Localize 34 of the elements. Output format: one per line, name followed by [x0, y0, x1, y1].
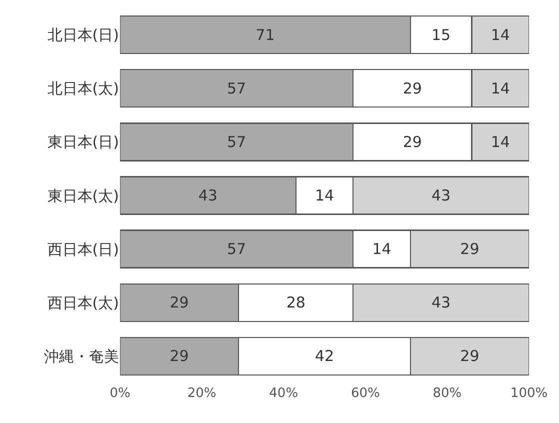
- y-tick-label: 西日本(日): [47, 240, 119, 258]
- data-label: 43: [432, 294, 451, 312]
- data-label: 14: [490, 79, 510, 98]
- x-tick-label: 100%: [510, 386, 548, 401]
- data-label: 29: [402, 132, 422, 151]
- data-label: 42: [314, 347, 334, 366]
- y-tick-label: 東日本(太): [47, 186, 119, 205]
- y-tick-label: 西日本(太): [47, 294, 119, 312]
- x-tick-label: 80%: [432, 386, 462, 401]
- data-label: 14: [490, 26, 510, 44]
- data-label: 29: [460, 347, 480, 366]
- x-tick-label: 0%: [110, 386, 130, 401]
- x-tick-label: 40%: [269, 386, 298, 401]
- data-label: 14: [490, 132, 510, 151]
- x-tick-label: 20%: [187, 386, 216, 401]
- data-label: 29: [170, 294, 189, 312]
- y-tick-label: 沖縄・奄美: [44, 347, 119, 366]
- data-label: 28: [286, 294, 306, 312]
- y-tick-label: 東日本(日): [47, 133, 119, 152]
- y-tick-label: 北日本(日): [47, 26, 119, 44]
- data-label: 43: [432, 186, 451, 204]
- data-label: 14: [314, 186, 334, 204]
- data-label: 43: [198, 186, 218, 204]
- data-label: 15: [432, 26, 451, 44]
- data-label: 29: [460, 240, 480, 258]
- data-label: 29: [170, 347, 189, 366]
- y-tick-label: 北日本(太): [47, 80, 119, 98]
- x-tick-label: 60%: [350, 386, 380, 401]
- data-label: 57: [227, 240, 246, 258]
- data-label: 29: [402, 79, 422, 98]
- data-label: 57: [227, 132, 246, 151]
- data-label: 57: [227, 79, 246, 98]
- data-label: 14: [372, 240, 392, 258]
- data-label: 71: [256, 26, 275, 44]
